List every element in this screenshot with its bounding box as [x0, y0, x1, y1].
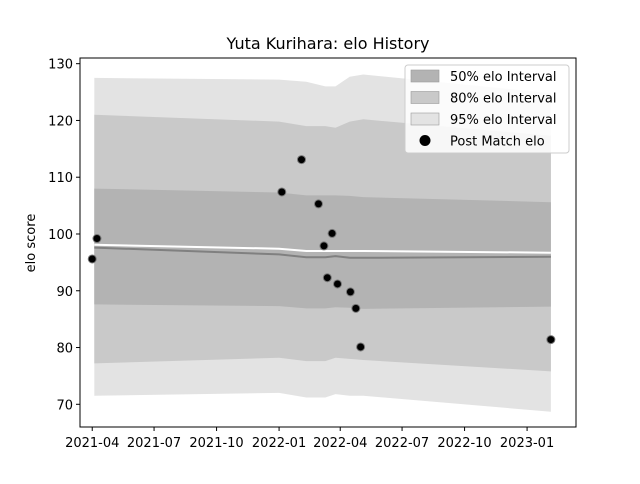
x-tick-label: 2022-04 [313, 436, 367, 451]
x-tick-label: 2021-07 [127, 436, 181, 451]
data-point [345, 287, 355, 297]
legend-swatch [410, 91, 440, 104]
x-tick-label: 2022-10 [437, 436, 491, 451]
y-axis-label: elo score [24, 214, 39, 273]
legend-label: 95% elo Interval [450, 113, 557, 128]
legend-label: 80% elo Interval [450, 92, 557, 107]
series-line-0 [94, 246, 551, 259]
y-tick-label: 70 [56, 398, 73, 413]
x-tick-label: 2022-01 [252, 436, 306, 451]
legend-swatch [410, 69, 440, 83]
data-point [322, 273, 332, 283]
x-tick-label: 2021-10 [189, 436, 243, 451]
legend-marker [419, 135, 431, 146]
axes: 70 80 90 100 110 120 130 2021-04 2021-07 2021-10 2… [48, 57, 577, 451]
legend-label: 50% elo Interval [450, 70, 557, 85]
y-tick-label: 120 [48, 114, 73, 129]
series-line-1 [94, 243, 551, 254]
x-tick-label: 2022-07 [375, 436, 429, 451]
x-tick-label: 2023-01 [500, 436, 554, 451]
data-point [327, 228, 337, 238]
data-point [87, 254, 97, 264]
x-tick-label: 2021-04 [65, 436, 119, 451]
legend-label: Post Match elo [450, 135, 545, 150]
data-point [313, 199, 323, 209]
data-point [319, 241, 329, 251]
y-tick-label: 100 [48, 228, 73, 243]
legend-box [404, 64, 570, 154]
y-tick-label: 130 [48, 58, 73, 73]
data-point [351, 303, 361, 313]
data-point [297, 155, 307, 165]
data-point [92, 234, 102, 244]
y-tick-label: 80 [56, 342, 73, 357]
chart-title: Yuta Kurihara: elo History [226, 34, 430, 53]
data-point [277, 187, 287, 197]
data-point [333, 279, 343, 289]
data-point [546, 335, 556, 345]
legend: 50% elo Interval 80% elo Interval 95% elo … [404, 64, 570, 154]
data-point [356, 342, 366, 352]
legend-swatch [410, 112, 440, 126]
y-tick-label: 110 [48, 171, 73, 186]
y-tick-label: 90 [56, 285, 73, 300]
plot-frame [79, 57, 577, 428]
plot-area [87, 74, 556, 412]
